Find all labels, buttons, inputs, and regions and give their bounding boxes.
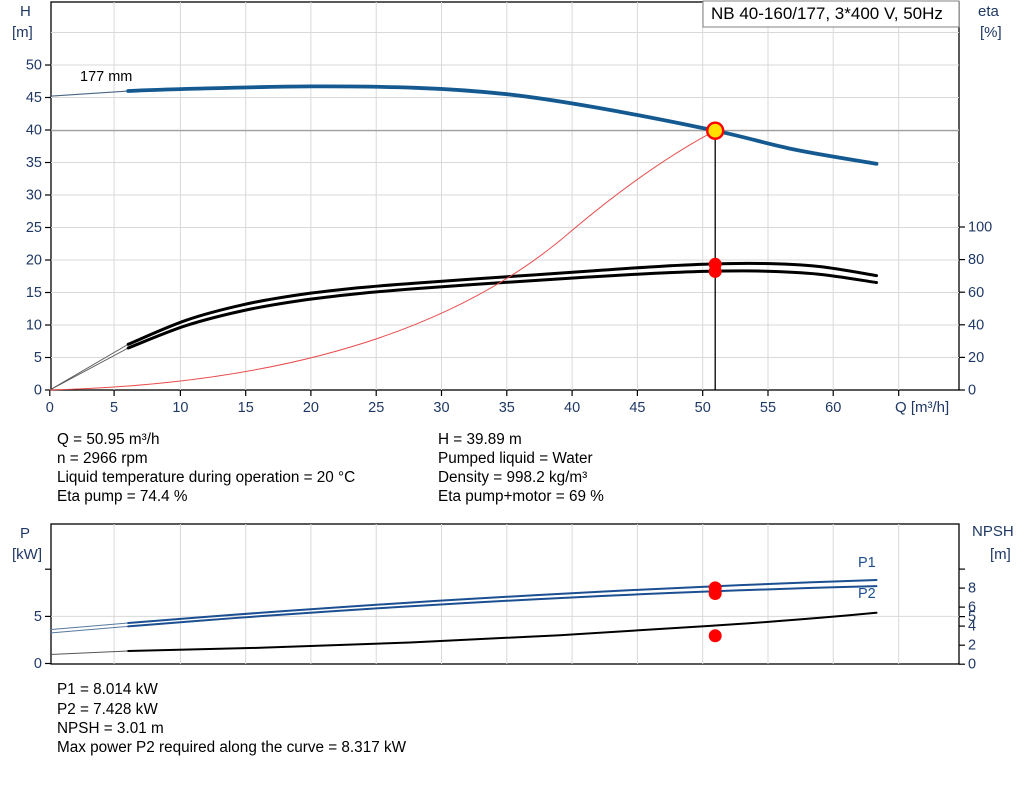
svg-text:20: 20 xyxy=(968,350,984,366)
svg-text:Q [m³/h]: Q [m³/h] xyxy=(895,399,949,416)
svg-text:P1: P1 xyxy=(858,555,876,571)
svg-text:[%]: [%] xyxy=(980,24,1002,41)
svg-text:40: 40 xyxy=(564,400,580,416)
svg-text:15: 15 xyxy=(238,400,254,416)
svg-text:35: 35 xyxy=(26,155,42,171)
svg-text:40: 40 xyxy=(26,123,42,139)
svg-text:45: 45 xyxy=(26,90,42,106)
svg-text:P: P xyxy=(20,525,30,542)
svg-text:45: 45 xyxy=(629,400,645,416)
svg-text:Density = 998.2 kg/m³: Density = 998.2 kg/m³ xyxy=(438,469,587,486)
svg-text:2: 2 xyxy=(968,638,976,654)
svg-text:0: 0 xyxy=(34,656,42,672)
svg-text:5: 5 xyxy=(110,400,118,416)
svg-text:20: 20 xyxy=(303,400,319,416)
svg-text:30: 30 xyxy=(433,400,449,416)
svg-text:5: 5 xyxy=(34,609,42,625)
svg-text:25: 25 xyxy=(26,220,42,236)
svg-text:NPSH = 3.01 m: NPSH = 3.01 m xyxy=(57,720,164,737)
svg-text:35: 35 xyxy=(499,400,515,416)
svg-text:H = 39.89 m: H = 39.89 m xyxy=(438,431,522,448)
svg-text:60: 60 xyxy=(825,400,841,416)
svg-text:H: H xyxy=(20,3,31,20)
svg-text:Pumped liquid = Water: Pumped liquid = Water xyxy=(438,450,593,467)
svg-text:Liquid temperature during oper: Liquid temperature during operation = 20… xyxy=(57,469,355,486)
svg-text:5: 5 xyxy=(34,350,42,366)
svg-text:60: 60 xyxy=(968,285,984,301)
svg-text:P1 = 8.014 kW: P1 = 8.014 kW xyxy=(57,681,158,698)
svg-text:eta: eta xyxy=(978,3,1000,20)
svg-text:0: 0 xyxy=(46,400,54,416)
svg-text:NPSH: NPSH xyxy=(972,523,1014,540)
svg-text:15: 15 xyxy=(26,285,42,301)
svg-text:80: 80 xyxy=(968,252,984,268)
svg-text:50: 50 xyxy=(26,58,42,74)
svg-text:30: 30 xyxy=(26,188,42,204)
svg-text:Eta pump = 74.4 %: Eta pump = 74.4 % xyxy=(57,488,188,505)
svg-text:40: 40 xyxy=(968,318,984,334)
svg-text:[m]: [m] xyxy=(990,546,1011,563)
svg-text:[kW]: [kW] xyxy=(12,546,42,563)
svg-text:55: 55 xyxy=(760,400,776,416)
svg-text:P2: P2 xyxy=(858,586,876,602)
svg-text:0: 0 xyxy=(968,657,976,673)
svg-text:10: 10 xyxy=(172,400,188,416)
svg-text:P2 = 7.428 kW: P2 = 7.428 kW xyxy=(57,701,158,718)
svg-text:177 mm: 177 mm xyxy=(80,69,132,85)
svg-text:NB 40-160/177, 3*400 V, 50Hz: NB 40-160/177, 3*400 V, 50Hz xyxy=(711,4,943,23)
svg-text:50: 50 xyxy=(695,400,711,416)
svg-text:Q = 50.95 m³/h: Q = 50.95 m³/h xyxy=(57,431,159,448)
svg-text:6: 6 xyxy=(968,600,976,616)
svg-text:100: 100 xyxy=(968,220,992,236)
svg-text:10: 10 xyxy=(26,318,42,334)
svg-text:Eta pump+motor = 69 %: Eta pump+motor = 69 % xyxy=(438,488,604,505)
svg-text:n = 2966 rpm: n = 2966 rpm xyxy=(57,450,148,467)
svg-text:25: 25 xyxy=(368,400,384,416)
svg-text:8: 8 xyxy=(968,581,976,597)
svg-text:0: 0 xyxy=(34,383,42,399)
svg-text:[m]: [m] xyxy=(12,24,33,41)
svg-text:0: 0 xyxy=(968,383,976,399)
svg-text:Max power P2 required along th: Max power P2 required along the curve = … xyxy=(57,739,407,756)
svg-text:20: 20 xyxy=(26,253,42,269)
